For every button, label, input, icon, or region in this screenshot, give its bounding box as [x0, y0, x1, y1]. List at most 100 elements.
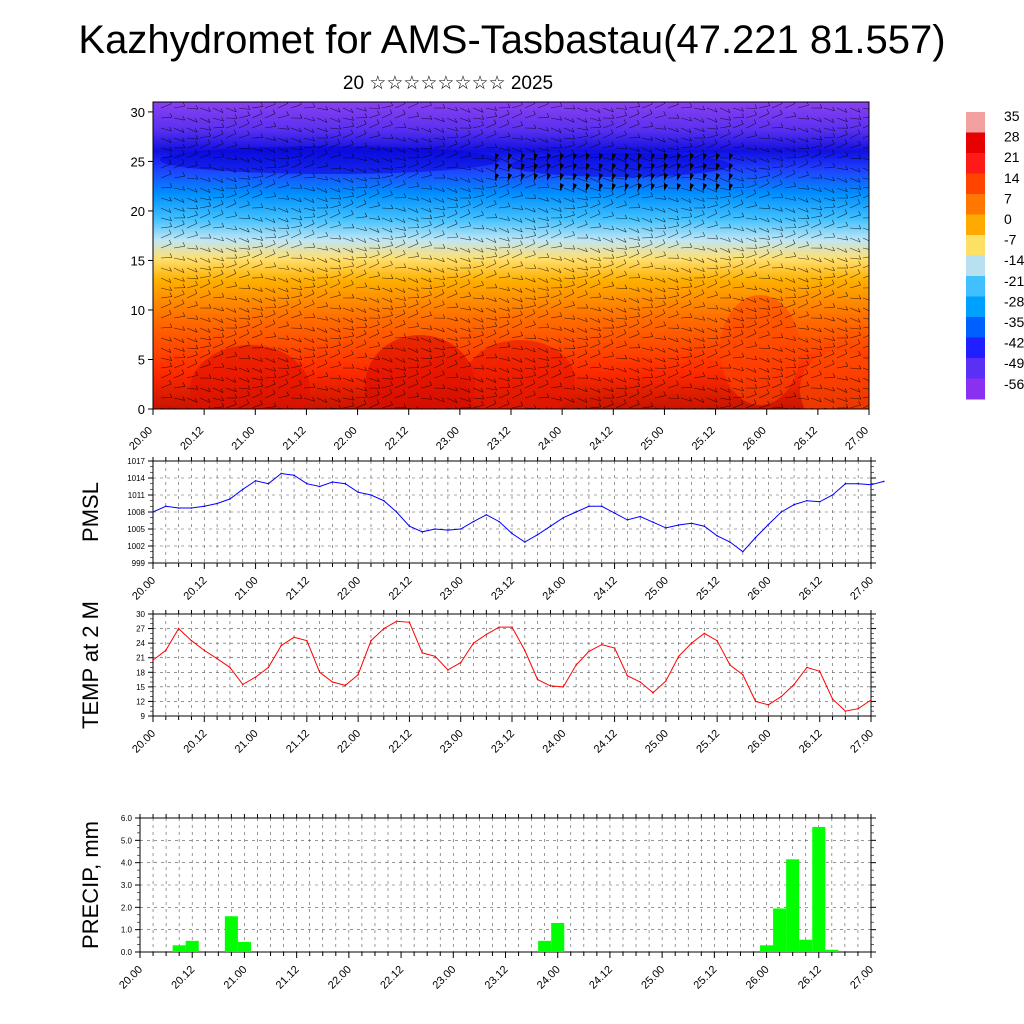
wind-barb-flag [585, 360, 588, 365]
wind-barb-flag [351, 256, 355, 261]
wind-barb-flag [389, 228, 393, 233]
wind-barb [537, 217, 549, 221]
wind-barb-flag [611, 107, 614, 113]
wind-pennant [560, 173, 564, 181]
wind-barb-flag [806, 311, 809, 316]
wind-barb-flag [649, 179, 653, 184]
wind-barb-flag [182, 171, 186, 177]
wind-barb-flag [364, 366, 367, 372]
wind-barb-flag [845, 165, 849, 171]
wind-barb [771, 236, 783, 239]
wind-barb-flag [493, 119, 497, 124]
wind-barb-flag [428, 159, 432, 164]
wind-barb-flag [714, 108, 718, 113]
wind-barb [823, 407, 830, 409]
wind-barb [537, 267, 549, 272]
wind-barb [355, 356, 367, 359]
wind-barb-flag [650, 332, 654, 337]
wind-barb-flag [403, 347, 406, 352]
wind-barb [862, 317, 869, 320]
wind-barb-flag [689, 142, 693, 147]
wind-barb-flag [454, 349, 458, 354]
data-point [883, 480, 885, 483]
wind-barb [420, 267, 432, 273]
wind-barb [797, 224, 809, 229]
wind-barb [212, 317, 224, 323]
wind-barb-flag [234, 120, 237, 125]
wind-barb-flag [585, 341, 589, 346]
wind-barb [420, 147, 432, 150]
wind-barb-flag [701, 118, 705, 123]
wind-barb [251, 237, 263, 241]
wind-barb [862, 205, 869, 209]
wind-barb [173, 137, 185, 142]
wind-barb-flag [689, 243, 693, 248]
wind-barb-flag [493, 329, 497, 334]
wind-barb [238, 324, 250, 329]
wind-barb-flag [650, 303, 654, 308]
wind-barb [732, 177, 744, 182]
wind-barb [706, 107, 718, 113]
wind-barb [316, 387, 328, 391]
wind-barb [563, 284, 575, 289]
wind-barb [758, 157, 770, 163]
wind-barb-flag [299, 355, 303, 360]
wind-barb-flag [182, 347, 185, 352]
wind-barb [186, 214, 198, 219]
wind-barb [433, 197, 445, 203]
wind-barb-flag [845, 124, 849, 129]
wind-barb [342, 125, 354, 129]
wind-barb [160, 226, 172, 229]
wind-barb [446, 143, 458, 149]
wind-barb [511, 207, 523, 210]
wind-barb [667, 163, 679, 169]
wind-barb-flag [650, 402, 654, 407]
wind-barb-flag [299, 184, 303, 189]
wind-barb [758, 227, 770, 233]
wind-barb [797, 207, 809, 213]
wind-barb-flag [715, 131, 718, 136]
wind-barb [225, 194, 237, 199]
wind-barb [693, 223, 705, 229]
wind-barb [511, 347, 523, 351]
wind-barb-flag [858, 255, 862, 260]
wind-barb-flag [468, 291, 472, 297]
wind-barb [576, 153, 588, 159]
wind-barb [381, 227, 393, 233]
wind-barb-flag [454, 359, 458, 365]
wind-barb-flag [584, 258, 588, 263]
wind-barb-flag [480, 178, 484, 183]
wind-barb [485, 395, 497, 399]
wind-barb [706, 197, 718, 200]
wind-barb-flag [715, 340, 718, 346]
wind-barb-flag [364, 183, 368, 188]
wind-barb [693, 197, 705, 202]
wind-barb-flag [338, 404, 342, 409]
wind-barb-flag [182, 353, 186, 358]
wind-barb [797, 327, 809, 330]
wind-barb-flag [545, 229, 549, 234]
wind-barb [264, 383, 276, 389]
wind-barb [316, 144, 328, 149]
wind-barb-flag [624, 321, 627, 326]
wind-barb-flag [584, 279, 588, 284]
wind-barb-flag [649, 319, 653, 324]
wind-barb [368, 333, 380, 339]
wind-barb [589, 317, 601, 323]
wind-barb-flag [481, 140, 484, 145]
wind-barb [251, 315, 263, 319]
wind-barb [160, 103, 172, 109]
wind-barb-flag [767, 120, 770, 125]
wind-barb-flag [844, 279, 848, 284]
data-point [613, 512, 616, 514]
wind-barb-flag [389, 249, 393, 254]
wind-barb-flag [207, 188, 211, 193]
wind-barb [784, 103, 796, 109]
wind-barb-flag [819, 244, 823, 249]
wind-barb-flag [715, 264, 719, 270]
wind-barb-flag [676, 337, 679, 343]
wind-barb [537, 337, 549, 342]
colorbar-label: 14 [1004, 170, 1020, 186]
wind-barb-flag [312, 282, 316, 287]
wind-barb-flag [415, 348, 419, 353]
